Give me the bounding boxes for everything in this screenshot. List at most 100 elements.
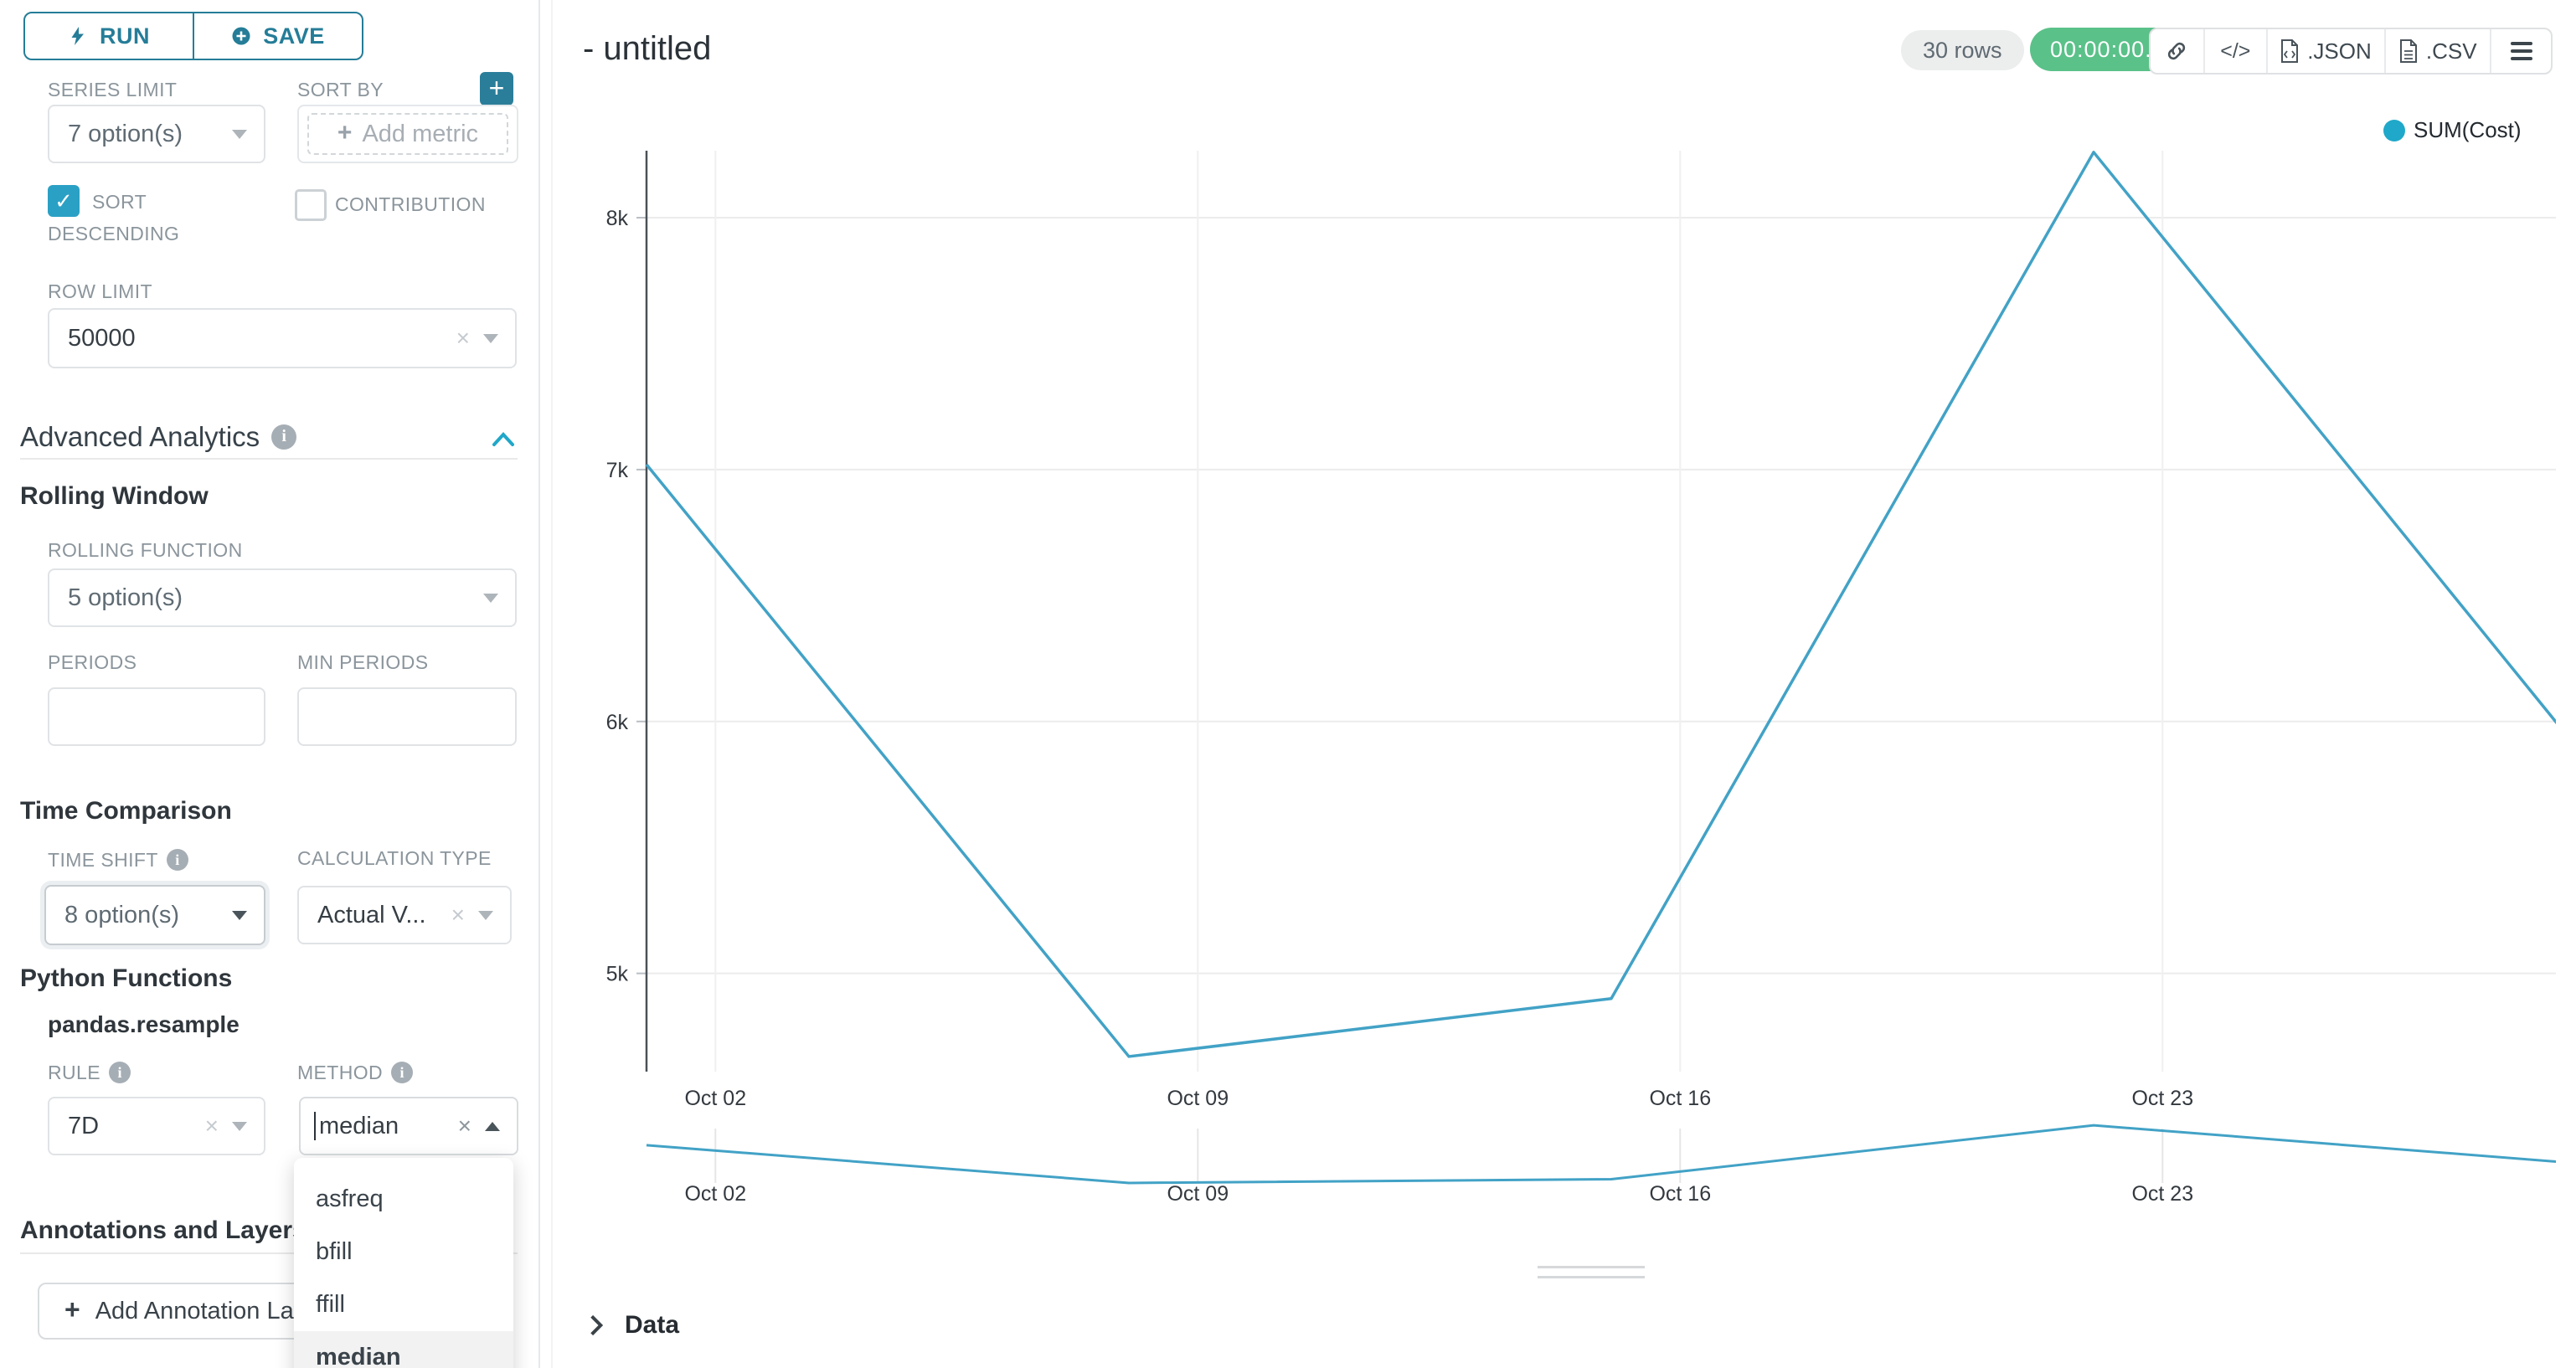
export-button-group: </> .JSON .CSV [2149, 28, 2553, 75]
context-x-tick-label: Oct 09 [1167, 1182, 1229, 1206]
sort-descending-label-line1: SORT [92, 191, 147, 213]
clear-icon[interactable]: × [204, 1113, 219, 1139]
periods-input[interactable] [48, 687, 265, 746]
method-option[interactable]: ffill [316, 1291, 345, 1318]
time-shift-select[interactable]: 8 option(s) [44, 885, 265, 945]
add-annotation-label: Add Annotation Layer [95, 1297, 328, 1324]
y-tick-label: 5k [606, 963, 629, 986]
add-metric-button[interactable]: + Add metric [307, 113, 508, 155]
time-shift-label: TIME SHIFT [48, 848, 158, 871]
chevron-down-icon [483, 333, 498, 343]
file-csv-icon [2399, 39, 2418, 63]
min-periods-input[interactable] [297, 687, 517, 746]
info-icon[interactable]: i [108, 1062, 131, 1083]
context-x-tick-label: Oct 23 [2131, 1182, 2193, 1206]
panel-edge-divider [551, 0, 553, 1368]
chart-menu-button[interactable] [2491, 29, 2551, 73]
text-cursor [314, 1112, 316, 1140]
time-shift-value: 8 option(s) [64, 901, 180, 928]
pandas-resample-title: pandas.resample [48, 1011, 240, 1037]
rolling-function-select[interactable]: 5 option(s) [48, 568, 517, 627]
export-json-button[interactable]: .JSON [2268, 29, 2387, 73]
sort-by-label: SORT BY [297, 79, 384, 100]
lightning-icon [68, 26, 88, 46]
advanced-analytics-header[interactable]: Advanced Analytics i [20, 423, 297, 450]
calculation-type-label: CALCULATION TYPE [297, 847, 492, 869]
file-json-icon [2280, 39, 2299, 63]
method-option-selected[interactable]: median [294, 1331, 513, 1368]
info-icon[interactable]: i [391, 1062, 414, 1083]
plus-icon: + [337, 118, 353, 147]
copy-link-button[interactable] [2151, 29, 2205, 73]
calculation-type-value: Actual V... [317, 901, 426, 928]
chevron-down-icon [232, 129, 247, 139]
chevron-down-icon [232, 1121, 247, 1131]
context-series-line[interactable] [646, 1124, 2576, 1185]
method-label-row: METHOD i [297, 1061, 414, 1083]
chevron-up-icon [485, 1121, 500, 1131]
annotations-title: Annotations and Layers [20, 1216, 307, 1244]
contribution-checkbox[interactable] [295, 189, 327, 221]
context-x-tick-label: Oct 02 [684, 1182, 746, 1206]
chevron-down-icon [478, 910, 493, 920]
series-limit-select[interactable]: 7 option(s) [48, 105, 265, 163]
y-tick-label: 8k [606, 207, 629, 230]
sidebar-divider[interactable] [538, 0, 540, 1368]
clear-icon[interactable]: × [456, 325, 470, 351]
method-option[interactable]: asfreq [316, 1185, 384, 1212]
chart-grid: 5k 6k 7k 8k Oct 02 Oct 02 Oct 09 Oct 09 Oct 16 Oc… [606, 151, 2556, 1206]
contribution-label: CONTRIBUTION [335, 193, 486, 215]
info-icon[interactable]: i [271, 424, 297, 450]
run-button-label: RUN [100, 23, 150, 49]
sort-descending-label-line2: DESCENDING [48, 223, 180, 244]
export-csv-label: .CSV [2425, 38, 2477, 64]
sort-descending-checkbox[interactable]: ✓ [48, 185, 80, 217]
save-button-label: SAVE [263, 23, 325, 49]
data-panel-header[interactable]: Data [590, 1311, 679, 1340]
x-tick-label: Oct 02 [684, 1087, 746, 1110]
time-shift-label-row: TIME SHIFT i [48, 849, 188, 871]
method-value: median [319, 1112, 399, 1139]
chevron-down-icon [232, 910, 247, 920]
rule-label: RULE [48, 1061, 100, 1083]
python-functions-title: Python Functions [20, 964, 233, 992]
embed-code-button[interactable]: </> [2205, 29, 2268, 73]
export-csv-button[interactable]: .CSV [2386, 29, 2492, 73]
rolling-function-label: ROLLING FUNCTION [48, 539, 243, 561]
rolling-window-title: Rolling Window [20, 482, 209, 510]
rolling-function-value: 5 option(s) [68, 584, 183, 611]
calculation-type-select[interactable]: Actual V... × [297, 886, 512, 944]
legend-series-label: SUM(Cost) [2414, 117, 2522, 142]
rule-select[interactable]: 7D × [48, 1097, 265, 1155]
row-limit-value: 50000 [68, 324, 136, 352]
link-icon [2164, 39, 2189, 64]
clear-icon[interactable]: × [451, 902, 465, 928]
section-divider [20, 1252, 518, 1254]
method-dropdown-menu: asfreq bfill ffill median [294, 1158, 513, 1368]
method-combobox[interactable]: median × [299, 1097, 518, 1155]
rule-value: 7D [68, 1112, 100, 1139]
time-comparison-title: Time Comparison [20, 797, 232, 825]
series-limit-value: 7 option(s) [68, 120, 183, 147]
clear-icon[interactable]: × [457, 1113, 471, 1139]
x-tick-label: Oct 23 [2131, 1087, 2193, 1110]
save-button[interactable]: SAVE [194, 13, 362, 59]
row-limit-label: ROW LIMIT [48, 280, 152, 302]
hamburger-menu-icon [2510, 38, 2532, 64]
collapse-chevron-up-icon[interactable] [488, 429, 518, 455]
chart-legend[interactable]: SUM(Cost) [2383, 117, 2522, 143]
add-metric-plus-button[interactable]: + [480, 72, 513, 105]
info-icon[interactable]: i [166, 849, 188, 871]
panel-resize-handle[interactable] [1538, 1266, 1645, 1278]
method-option[interactable]: bfill [316, 1238, 353, 1265]
plus-icon: + [64, 1294, 80, 1324]
sort-by-field: + Add metric [297, 105, 518, 163]
row-limit-select[interactable]: 50000 × [48, 308, 517, 368]
method-label: METHOD [297, 1061, 384, 1083]
chart-title[interactable]: - untitled [583, 30, 712, 67]
run-button[interactable]: RUN [25, 13, 194, 59]
cost-series-line [645, 151, 2556, 1058]
export-json-label: .JSON [2307, 38, 2372, 64]
